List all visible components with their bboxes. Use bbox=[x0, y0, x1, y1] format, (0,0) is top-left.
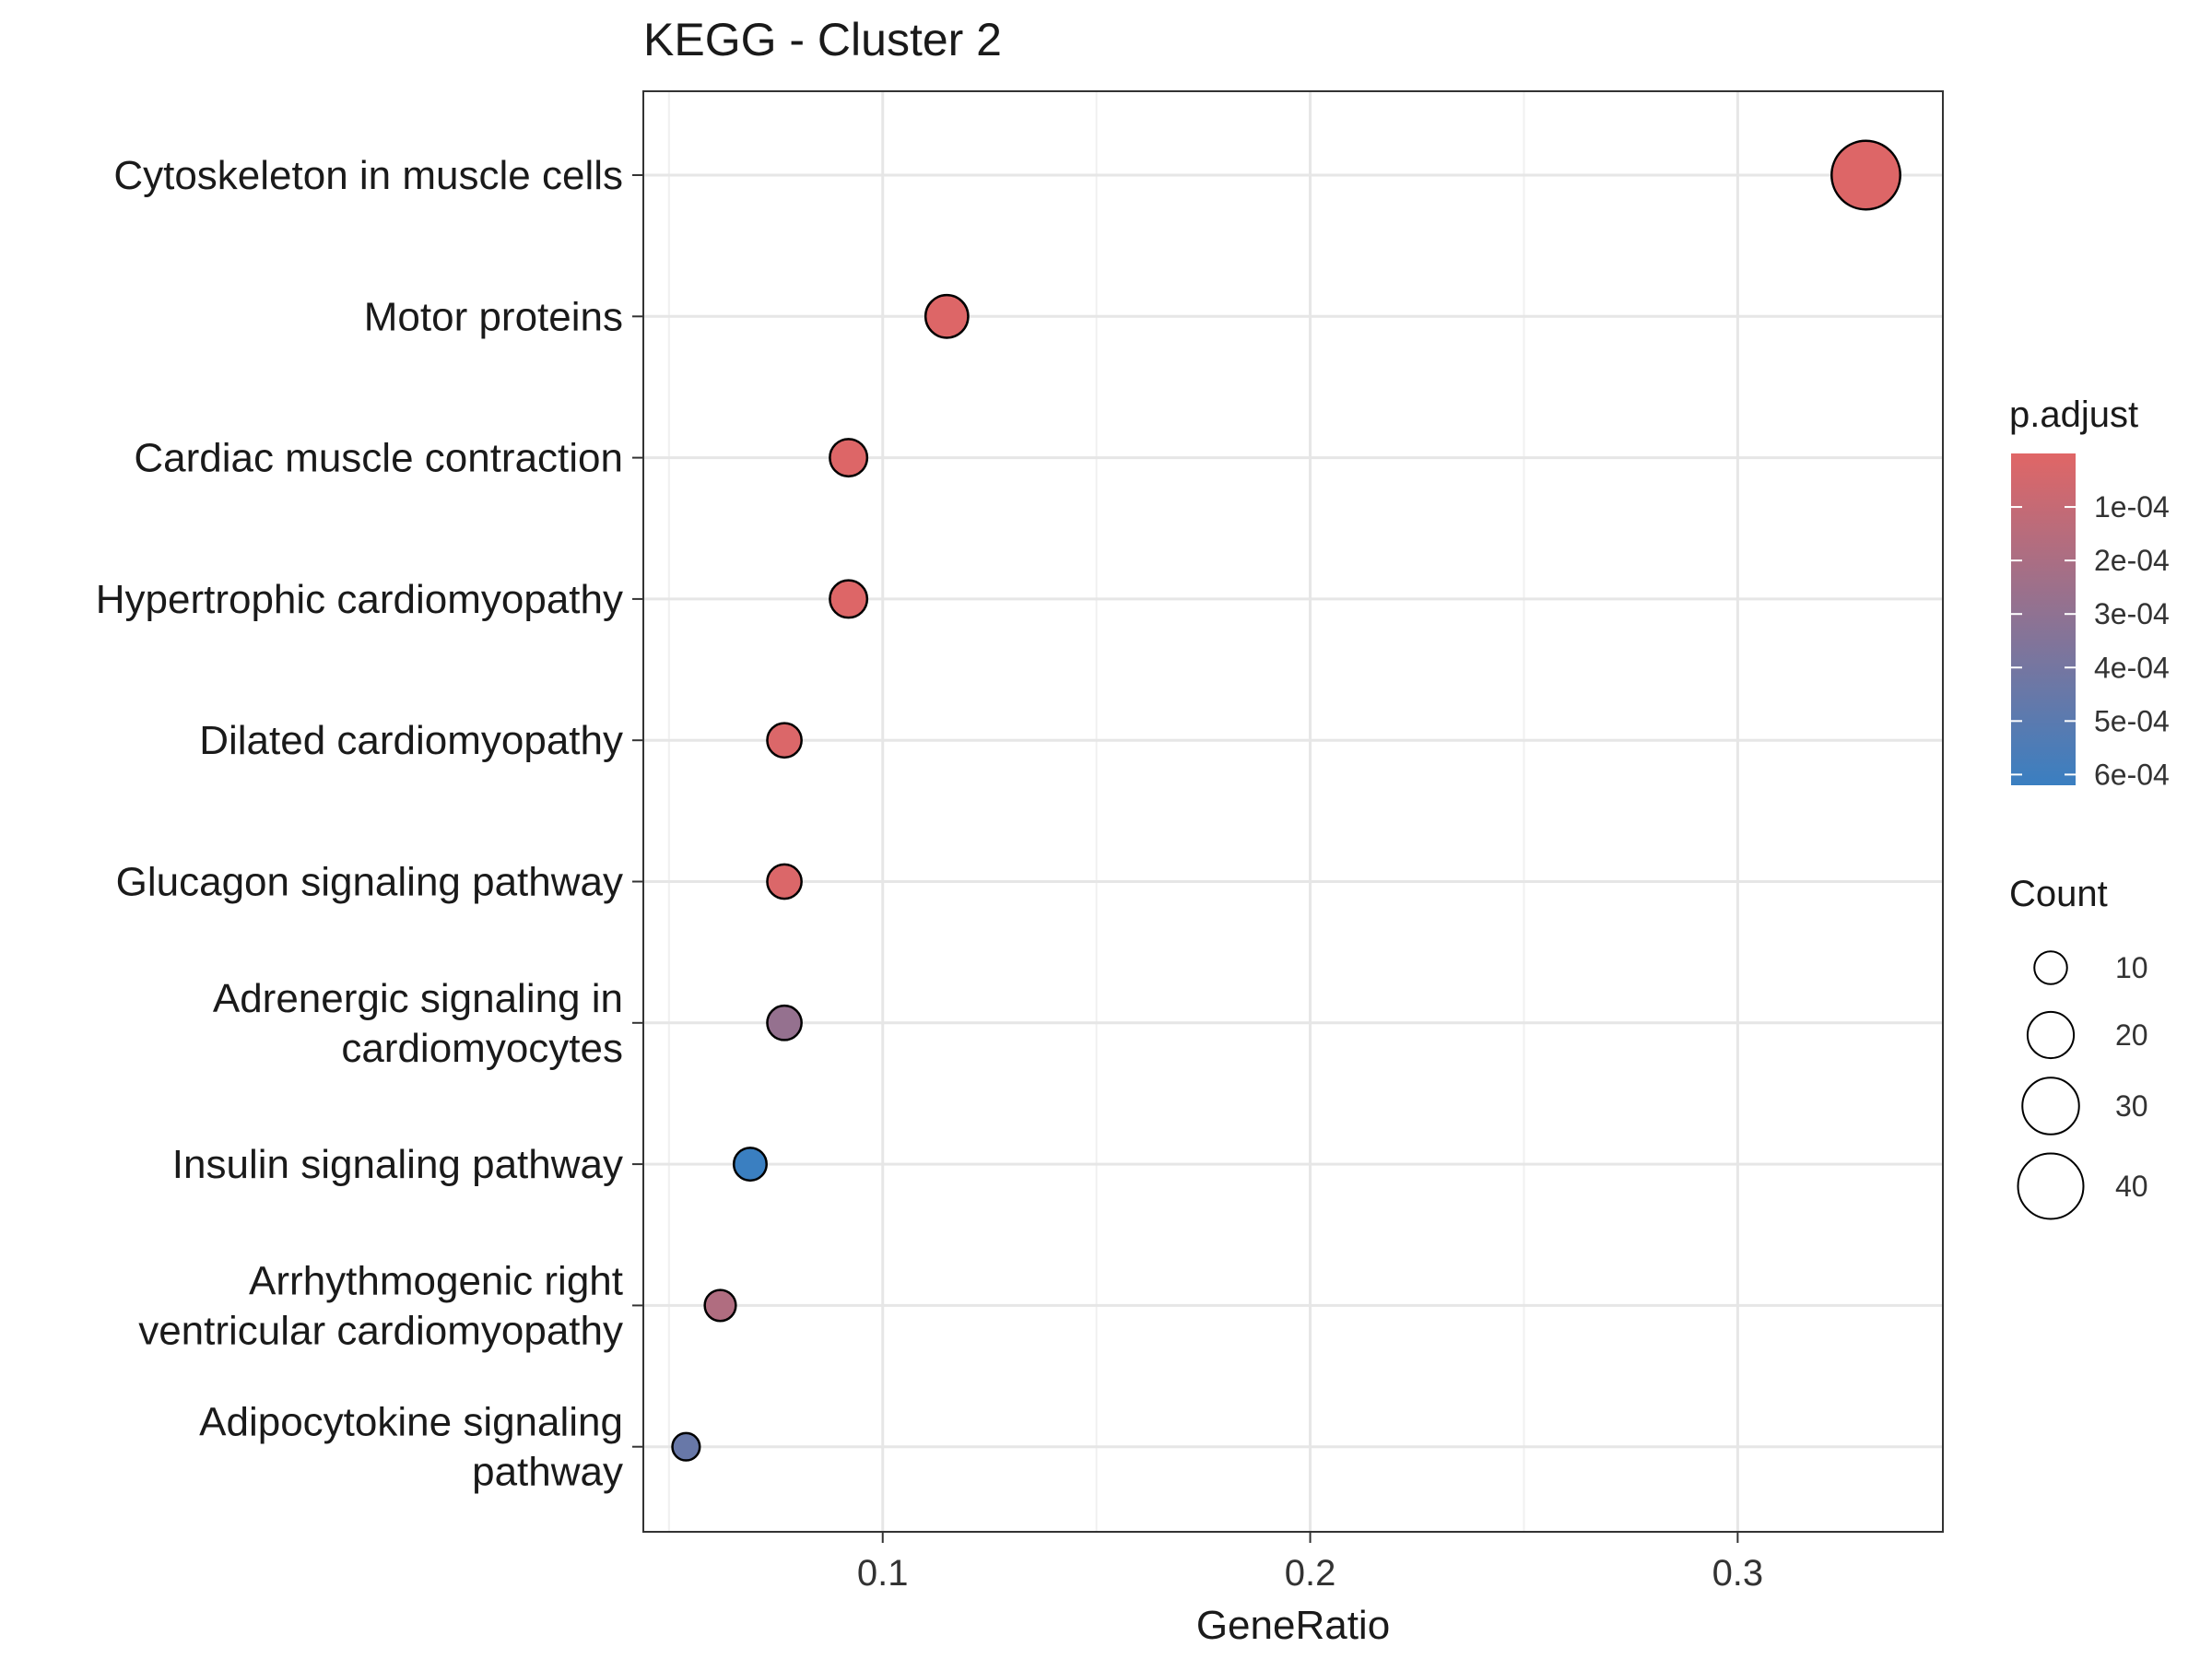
y-category-label: Adipocytokine signaling pathway bbox=[199, 1400, 623, 1495]
y-category-label: Dilated cardiomyopathy bbox=[199, 718, 623, 763]
count-legend-circle bbox=[2026, 1010, 2076, 1060]
x-tick-label: 0.3 bbox=[1712, 1553, 1764, 1594]
y-category-label: Cardiac muscle contraction bbox=[134, 436, 623, 481]
colorbar-tick-label: 3e-04 bbox=[2094, 597, 2170, 630]
x-tick-label: 0.1 bbox=[857, 1553, 909, 1594]
data-point bbox=[829, 438, 869, 478]
p-adjust-legend: p.adjust 1e-04 2e-04 3e-04 4e-04 5e-04 6e-04 bbox=[2009, 394, 2170, 791]
x-axis-tick-labels: 0.1 0.2 0.3 bbox=[857, 1553, 1763, 1594]
p-adjust-legend-title: p.adjust bbox=[2009, 394, 2138, 435]
data-points bbox=[671, 139, 1901, 1462]
data-point bbox=[766, 863, 803, 900]
count-legend-circle bbox=[2017, 1152, 2085, 1220]
x-tick-label: 0.2 bbox=[1285, 1553, 1336, 1594]
colorbar-tick-label: 2e-04 bbox=[2094, 544, 2170, 577]
y-category-label: Arrhythmogenic right ventricular cardiomy… bbox=[138, 1258, 623, 1353]
axis-ticks bbox=[632, 174, 1739, 1543]
colorbar-tick-label: 4e-04 bbox=[2094, 651, 2170, 684]
count-legend-label: 30 bbox=[2115, 1089, 2148, 1123]
data-point bbox=[924, 293, 970, 339]
count-legend: Count 10 20 30 40 bbox=[2009, 874, 2148, 1220]
count-legend-circle bbox=[2033, 950, 2068, 985]
y-category-label: Glucagon signaling pathway bbox=[116, 860, 623, 905]
data-point bbox=[829, 579, 869, 619]
y-category-label: Insulin signaling pathway bbox=[172, 1142, 623, 1187]
count-legend-keys: 10 20 30 40 bbox=[2017, 950, 2148, 1220]
data-point bbox=[1830, 139, 1901, 211]
y-category-label: Hypertrophic cardiomyopathy bbox=[96, 577, 623, 622]
x-axis-title: GeneRatio bbox=[1196, 1603, 1390, 1648]
colorbar-tick-label: 6e-04 bbox=[2094, 758, 2170, 791]
colorbar-ticks: 1e-04 2e-04 3e-04 4e-04 5e-04 6e-04 bbox=[2011, 490, 2170, 791]
data-point bbox=[766, 722, 803, 759]
data-point bbox=[766, 1004, 803, 1041]
y-category-label: Cytoskeleton in muscle cells bbox=[113, 153, 623, 198]
count-legend-label: 40 bbox=[2115, 1170, 2148, 1203]
count-legend-circle bbox=[2021, 1077, 2080, 1135]
data-point bbox=[671, 1431, 701, 1462]
y-category-label: Adrenergic signaling in cardiomyocytes bbox=[213, 976, 623, 1071]
plot-panel-border bbox=[642, 90, 1944, 1533]
data-point bbox=[732, 1147, 768, 1182]
chart-title: KEGG - Cluster 2 bbox=[643, 14, 1002, 65]
colorbar-tick-label: 1e-04 bbox=[2094, 490, 2170, 524]
count-legend-label: 10 bbox=[2115, 951, 2148, 984]
colorbar-tick-label: 5e-04 bbox=[2094, 704, 2170, 737]
y-category-label: Motor proteins bbox=[364, 294, 623, 339]
p-adjust-colorbar bbox=[2011, 453, 2076, 785]
grid-lines bbox=[643, 91, 1943, 1532]
y-axis-labels: Cytoskeleton in muscle cells Motor protei… bbox=[96, 153, 623, 1495]
count-legend-label: 20 bbox=[2115, 1018, 2148, 1052]
data-point bbox=[703, 1288, 737, 1323]
count-legend-title: Count bbox=[2009, 874, 2108, 914]
